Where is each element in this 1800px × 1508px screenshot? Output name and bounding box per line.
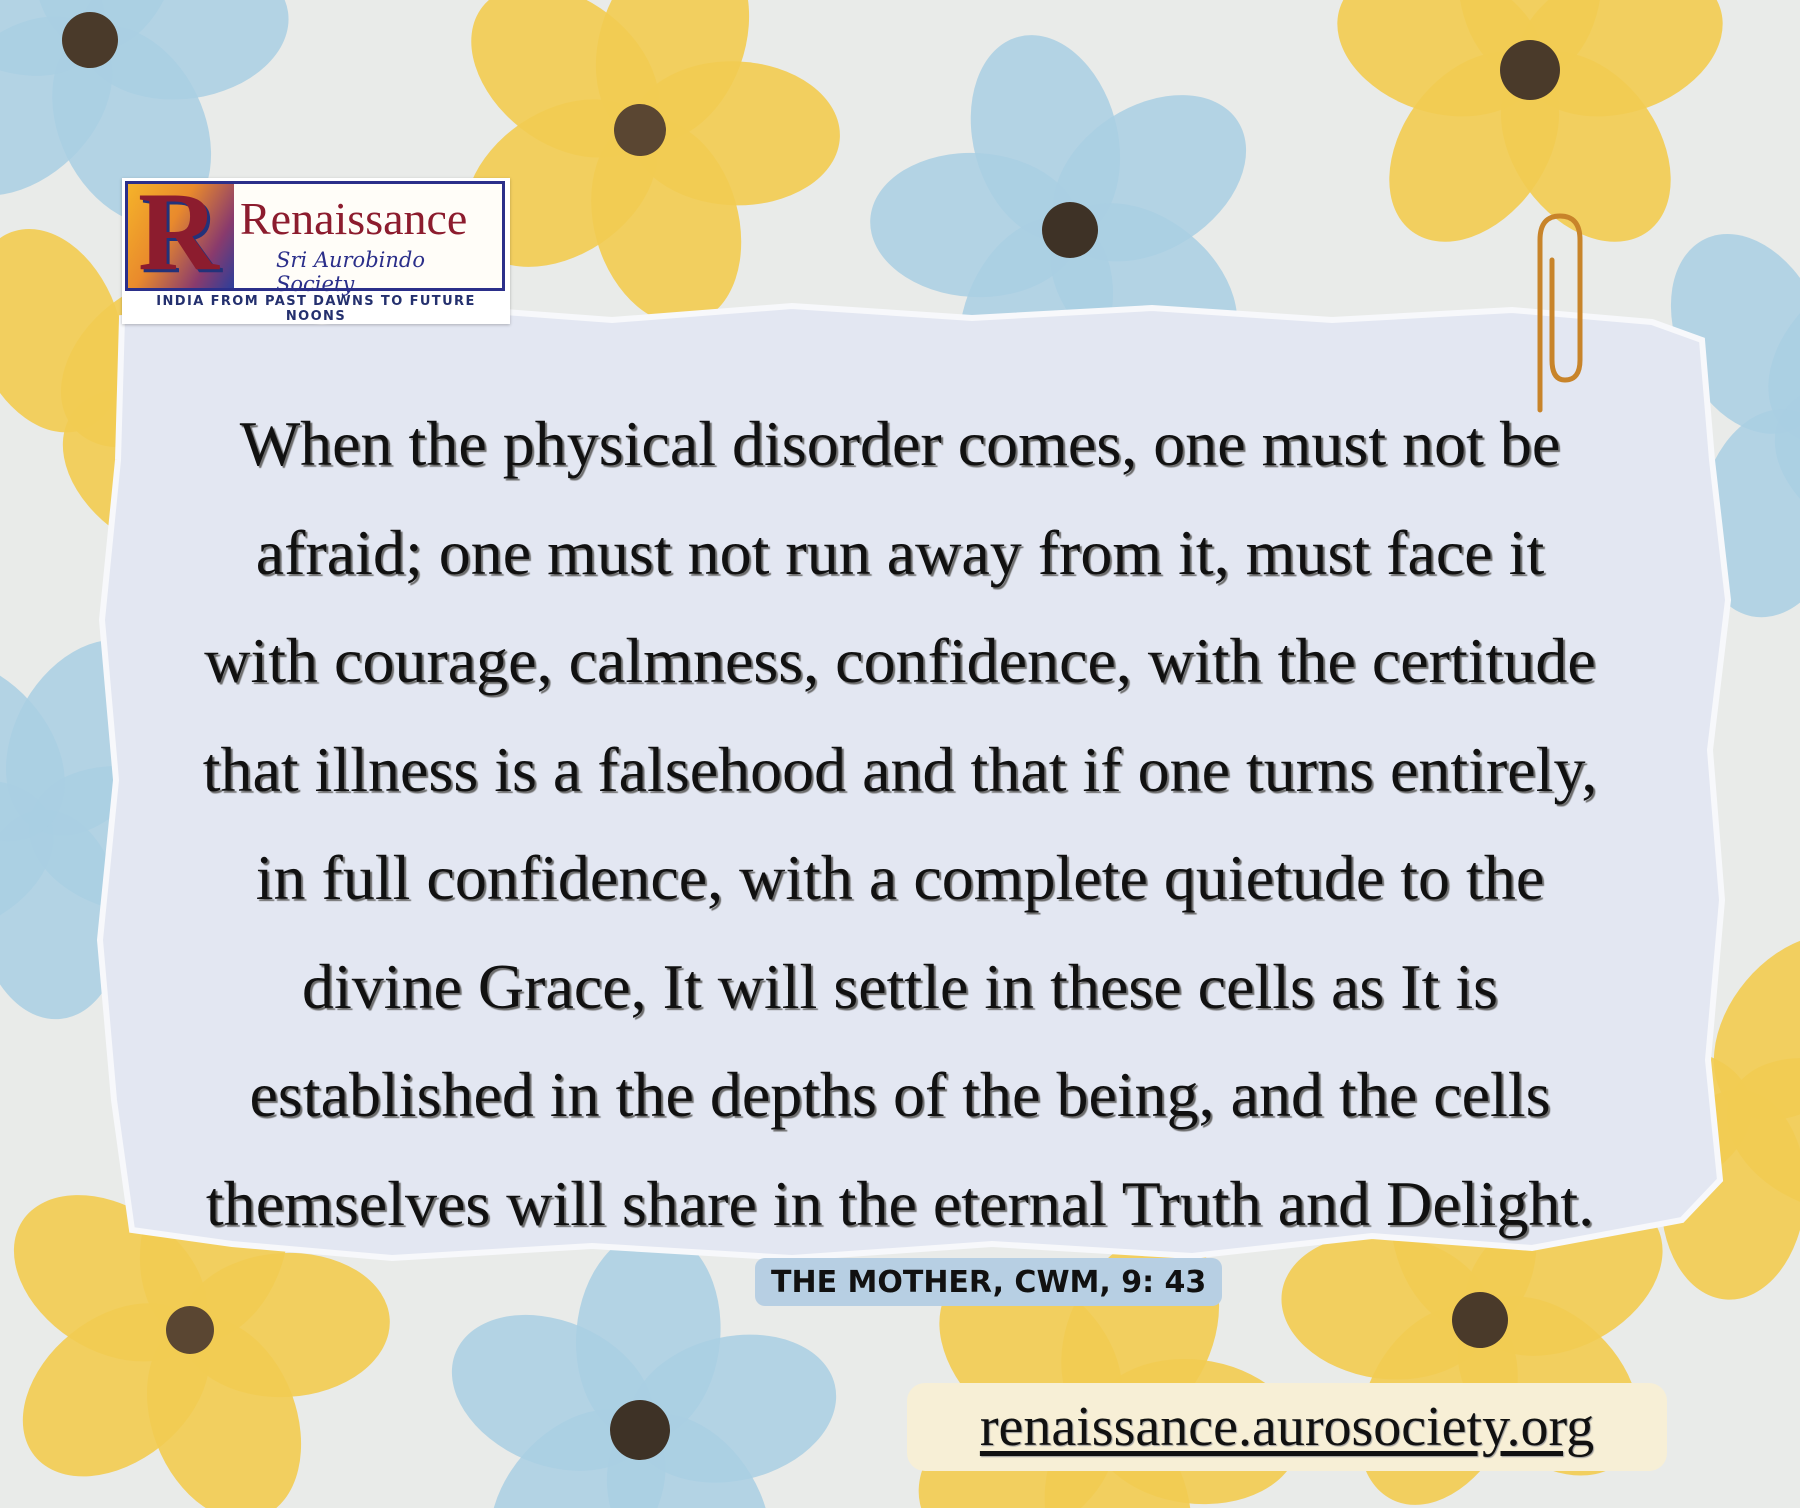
quote-line: with courage, calmness, confidence, with… bbox=[204, 625, 1596, 696]
quote-text: When the physical disorder comes, one mu… bbox=[130, 390, 1670, 1258]
blue-flower-icon bbox=[427, 1224, 852, 1508]
quote-line: established in the depths of the being, … bbox=[249, 1059, 1551, 1130]
logo-frame: R Renaissance Sri Aurobindo Society bbox=[125, 176, 505, 296]
logo-r-mark: R bbox=[128, 176, 234, 288]
logo-tagline: INDIA FROM PAST DAWNS TO FUTURE NOONS bbox=[156, 294, 476, 324]
quote-line: themselves will share in the eternal Tru… bbox=[205, 1167, 1595, 1239]
blue-flower-icon bbox=[0, 0, 299, 252]
logo-name: Renaissance bbox=[240, 193, 468, 244]
yellow-flower-icon bbox=[1271, 1110, 1691, 1508]
quote-line: afraid; one must not run away from it, m… bbox=[255, 516, 1545, 588]
quote-line: in full confidence, with a complete quie… bbox=[255, 842, 1545, 913]
yellow-flower-icon bbox=[433, 0, 843, 343]
website-link[interactable]: renaissance.aurosociety.org bbox=[907, 1383, 1667, 1471]
quote-line: that illness is a falsehood and that if … bbox=[202, 733, 1598, 805]
yellow-flower-icon bbox=[0, 1118, 394, 1508]
society-logo: R Renaissance Sri Aurobindo Society INDI… bbox=[122, 176, 510, 324]
quote-line: When the physical disorder comes, one mu… bbox=[239, 408, 1561, 479]
logo-letter: R bbox=[138, 170, 219, 294]
citation-badge: THE MOTHER, CWM, 9: 43 bbox=[755, 1258, 1223, 1306]
paperclip-icon bbox=[1537, 213, 1583, 413]
blue-flower-icon bbox=[866, 18, 1277, 443]
quote-line: divine Grace, It will settle in these ce… bbox=[301, 950, 1499, 1022]
torn-paper bbox=[96, 302, 1732, 1262]
yellow-flower-icon bbox=[1317, 0, 1743, 275]
logo-subtitle: Sri Aurobindo Society bbox=[276, 248, 425, 296]
